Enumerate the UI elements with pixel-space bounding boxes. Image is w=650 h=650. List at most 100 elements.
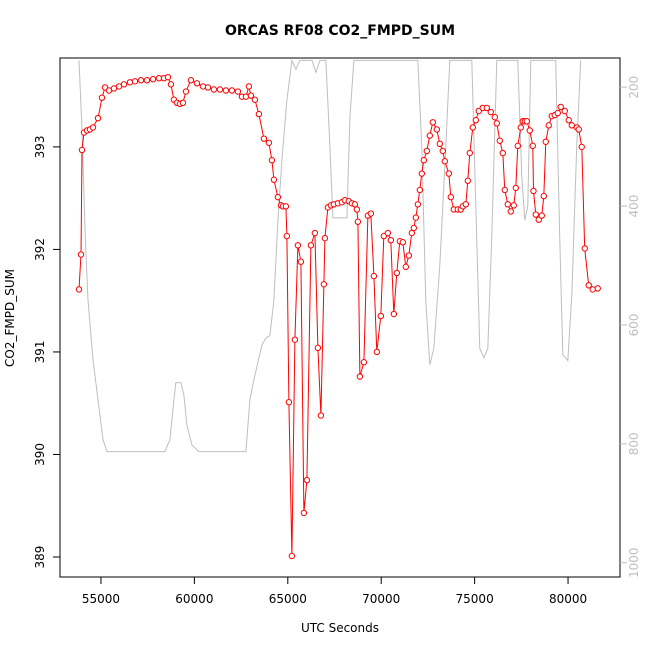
data-point	[408, 229, 416, 237]
data-point	[469, 124, 476, 131]
x-tick-label: 55000	[82, 592, 120, 606]
chart-title: ORCAS RF08 CO2_FMPD_SUM	[225, 23, 455, 39]
data-point	[354, 218, 362, 225]
data-point	[387, 236, 395, 244]
data-point	[242, 93, 250, 100]
data-point	[228, 87, 236, 94]
data-point	[193, 80, 201, 87]
data-point	[557, 103, 564, 111]
y2-tick-label: 400	[627, 195, 641, 218]
y2-tick-label: 600	[627, 313, 641, 336]
data-point	[251, 96, 259, 103]
data-point	[501, 186, 508, 194]
data-point	[532, 211, 539, 218]
data-point	[510, 202, 517, 209]
data-point	[575, 126, 582, 133]
data-point	[496, 137, 503, 144]
data-point	[594, 285, 601, 292]
data-point	[288, 552, 296, 560]
data-point	[581, 245, 588, 252]
data-point	[523, 118, 530, 125]
data-point	[167, 81, 175, 88]
x-tick-label: 65000	[269, 592, 307, 606]
data-point	[439, 147, 447, 155]
data-point	[120, 81, 128, 88]
data-point	[131, 78, 139, 85]
data-point	[274, 193, 282, 201]
data-point	[89, 124, 97, 131]
data-point	[300, 509, 308, 517]
data-point	[234, 88, 242, 95]
y-tick-label: 389	[33, 546, 47, 569]
data-point	[353, 206, 361, 213]
data-point	[222, 87, 230, 94]
data-point	[179, 99, 187, 107]
data-point	[561, 107, 568, 115]
data-point	[268, 157, 276, 164]
data-point	[137, 77, 145, 84]
data-point	[143, 77, 151, 84]
data-point	[78, 146, 86, 154]
y2-tick-label: 200	[627, 76, 641, 99]
data-point	[462, 201, 470, 208]
data-point	[377, 312, 385, 320]
data-point	[487, 108, 494, 116]
data-point	[399, 239, 407, 246]
data-point	[418, 170, 426, 177]
data-point	[499, 149, 506, 157]
y-tick-label: 393	[33, 135, 47, 158]
data-point	[464, 177, 472, 184]
data-point	[182, 88, 190, 95]
data-point	[320, 281, 328, 288]
data-point	[402, 263, 410, 271]
data-point	[199, 83, 207, 90]
data-point	[433, 126, 441, 133]
y2-tick-label: 800	[627, 432, 641, 455]
data-point	[351, 201, 359, 208]
data-point	[436, 140, 444, 148]
data-point	[507, 208, 514, 215]
x-axis-label: UTC Seconds	[301, 621, 379, 635]
data-point	[530, 187, 537, 195]
data-point	[429, 119, 437, 126]
data-point	[360, 359, 368, 366]
data-point	[526, 127, 533, 134]
data-point	[483, 104, 490, 112]
data-point	[410, 224, 418, 232]
data-point	[255, 110, 263, 118]
data-point	[585, 282, 592, 289]
data-point	[535, 216, 542, 223]
x-tick-label: 75000	[456, 592, 494, 606]
data-point	[94, 114, 102, 122]
data-point	[75, 286, 83, 293]
x-tick-label: 60000	[175, 592, 213, 606]
data-point	[314, 344, 322, 352]
data-point	[321, 234, 329, 242]
data-point	[491, 113, 498, 121]
data-point	[414, 201, 422, 208]
data-point	[405, 252, 413, 259]
y-tick-label: 391	[33, 340, 47, 363]
data-point	[216, 86, 224, 93]
data-point	[493, 120, 500, 127]
y-tick-label: 392	[33, 238, 47, 261]
data-point	[164, 73, 172, 81]
data-point	[265, 139, 273, 146]
data-point	[247, 92, 255, 99]
data-point	[294, 242, 302, 249]
data-point	[545, 122, 552, 129]
data-point	[260, 135, 268, 142]
data-point	[447, 193, 455, 201]
x-tick-label: 80000	[549, 592, 587, 606]
data-point	[512, 184, 519, 192]
data-point	[542, 138, 549, 145]
data-point	[514, 142, 521, 150]
data-point	[311, 229, 319, 237]
y2-tick-label: 1000	[627, 547, 641, 578]
data-point	[445, 170, 453, 177]
data-point	[149, 76, 157, 83]
x-tick-label: 70000	[362, 592, 400, 606]
series-line	[78, 76, 598, 557]
data-point	[540, 192, 547, 200]
